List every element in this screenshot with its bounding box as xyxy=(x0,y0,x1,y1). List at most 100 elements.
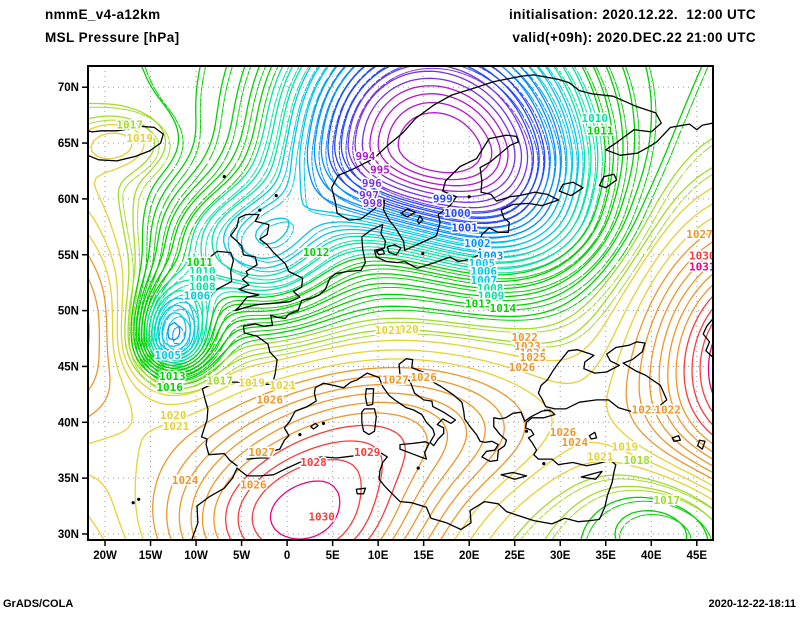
isobar-1031 xyxy=(269,341,713,540)
y-axis-label: 55N xyxy=(58,250,79,262)
y-axis-label: 45N xyxy=(58,361,79,373)
dashed-isobar-1011 xyxy=(148,66,611,370)
x-axis-label: 10E xyxy=(368,550,389,562)
isobar-label-1009: 1009 xyxy=(478,290,505,303)
isobar-label-999: 999 xyxy=(433,192,453,205)
isobar-label-1001: 1001 xyxy=(451,221,478,234)
isobar-1006 xyxy=(157,66,574,352)
x-axis-label: 10W xyxy=(184,550,208,562)
dashed-isobar-1010 xyxy=(150,66,603,367)
y-axis-label: 30N xyxy=(58,529,79,541)
isobar-label-1026: 1026 xyxy=(257,393,284,406)
isobar-1000 xyxy=(334,66,540,219)
isobar-label-1022: 1022 xyxy=(654,404,681,417)
coastline xyxy=(537,341,668,413)
y-axis-label: 60N xyxy=(58,194,79,206)
isobar-label-1031: 1031 xyxy=(689,261,716,274)
isobar-label-1025: 1025 xyxy=(520,351,547,364)
contour-layer xyxy=(88,66,713,540)
coastline xyxy=(500,471,528,480)
isobar-label-1029: 1029 xyxy=(354,446,381,459)
isobar-label-1021: 1021 xyxy=(163,420,190,433)
isobar-1011 xyxy=(143,66,606,366)
isobar-label-1011: 1011 xyxy=(186,256,213,269)
isobar-1015 xyxy=(133,66,688,540)
map-frame xyxy=(87,65,714,541)
isobar-994 xyxy=(377,93,501,187)
x-axis-label: 0 xyxy=(284,550,290,562)
isobar-1004 xyxy=(167,66,562,341)
x-axis-label: 45E xyxy=(687,550,708,562)
isobar-label-1024: 1024 xyxy=(520,347,547,360)
isobar-999 xyxy=(340,66,535,214)
initialisation-time: initialisation: 2020.12.22. 12:00 UTC xyxy=(508,7,756,22)
isobar-label-996: 996 xyxy=(362,177,382,190)
dashed-isobar-1013 xyxy=(143,66,629,376)
island-dot xyxy=(416,466,420,470)
coastline xyxy=(310,422,319,430)
isobar-998 xyxy=(347,66,529,209)
isobar-label-1027: 1027 xyxy=(686,228,713,241)
coastline xyxy=(452,221,461,234)
isobar-label-1024: 1024 xyxy=(172,474,199,487)
isobar-label-1008: 1008 xyxy=(189,281,216,294)
coastline xyxy=(671,435,682,442)
isobar-1016 xyxy=(130,66,709,540)
coastline xyxy=(191,250,235,295)
x-axis-label: 20W xyxy=(93,550,117,562)
isobar-label-1005: 1005 xyxy=(155,349,182,362)
model-name: nmmE_v4-a12km xyxy=(45,7,161,22)
dashed-isobar-1016 xyxy=(135,66,713,540)
island-dot xyxy=(467,195,471,199)
coastline xyxy=(697,439,706,450)
isobar-1030 xyxy=(251,322,713,540)
isobar-label-1021: 1021 xyxy=(375,324,402,337)
x-axis-label: 15E xyxy=(413,550,434,562)
y-axis-label: 65N xyxy=(58,138,79,150)
isobar-1018 xyxy=(88,115,713,540)
isobar-label-1026: 1026 xyxy=(240,478,267,491)
island-dot xyxy=(542,462,546,466)
island-dot xyxy=(421,252,425,256)
island-dot xyxy=(222,175,226,179)
coastline-layer xyxy=(88,66,713,540)
grads-credit: GrADS/COLA xyxy=(3,598,74,610)
isobar-label-1020: 1020 xyxy=(160,409,187,422)
x-axis-label: 5W xyxy=(233,550,250,562)
isobar-label-1030: 1030 xyxy=(689,249,716,262)
isobar-label-994: 994 xyxy=(355,150,375,163)
coastline xyxy=(386,244,402,256)
coastline xyxy=(246,357,551,463)
isobar-label-998: 998 xyxy=(363,197,383,210)
isobar-label-1026: 1026 xyxy=(550,426,577,439)
isobar-label-1020: 1020 xyxy=(392,323,419,336)
isobar-label-1026: 1026 xyxy=(509,361,536,374)
x-axis-label: 40E xyxy=(641,550,662,562)
isobar-label-1023: 1023 xyxy=(632,404,659,417)
dashed-isobar-1015 xyxy=(137,66,692,540)
x-axis-label: 5E xyxy=(326,550,340,562)
coastline xyxy=(355,487,367,495)
isobar-label-1014: 1014 xyxy=(490,302,517,315)
isobar-label-1005: 1005 xyxy=(469,257,496,270)
y-axis-label: 40N xyxy=(58,417,79,429)
x-axis-label: 30E xyxy=(550,550,571,562)
isobar-label-1024: 1024 xyxy=(562,436,589,449)
x-axis-label: 15W xyxy=(139,550,163,562)
island-dot xyxy=(131,501,135,505)
dashed-isobar-1017 xyxy=(88,106,713,540)
island-dot xyxy=(137,497,141,501)
isobar-label-1021: 1021 xyxy=(269,379,296,392)
coastline xyxy=(200,74,713,467)
isobar-995 xyxy=(369,85,509,193)
isobar-label-1017: 1017 xyxy=(654,494,681,507)
coastline xyxy=(400,208,417,218)
coastline xyxy=(88,125,164,162)
coastline xyxy=(558,181,584,197)
x-axis-label: 20E xyxy=(459,550,480,562)
coastline xyxy=(375,248,386,256)
coastline xyxy=(364,388,375,407)
isobar-label-1022: 1022 xyxy=(511,331,538,344)
